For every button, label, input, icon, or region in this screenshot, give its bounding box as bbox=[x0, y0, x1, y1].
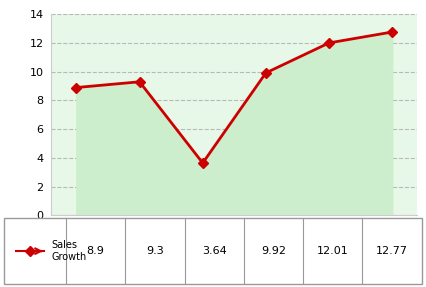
Text: 8.9: 8.9 bbox=[87, 246, 105, 256]
Text: 9.92: 9.92 bbox=[261, 246, 286, 256]
Text: Sales
Growth: Sales Growth bbox=[51, 240, 86, 262]
Text: 12.01: 12.01 bbox=[317, 246, 349, 256]
Text: 12.77: 12.77 bbox=[376, 246, 408, 256]
Text: 9.3: 9.3 bbox=[146, 246, 164, 256]
Text: 3.64: 3.64 bbox=[202, 246, 227, 256]
